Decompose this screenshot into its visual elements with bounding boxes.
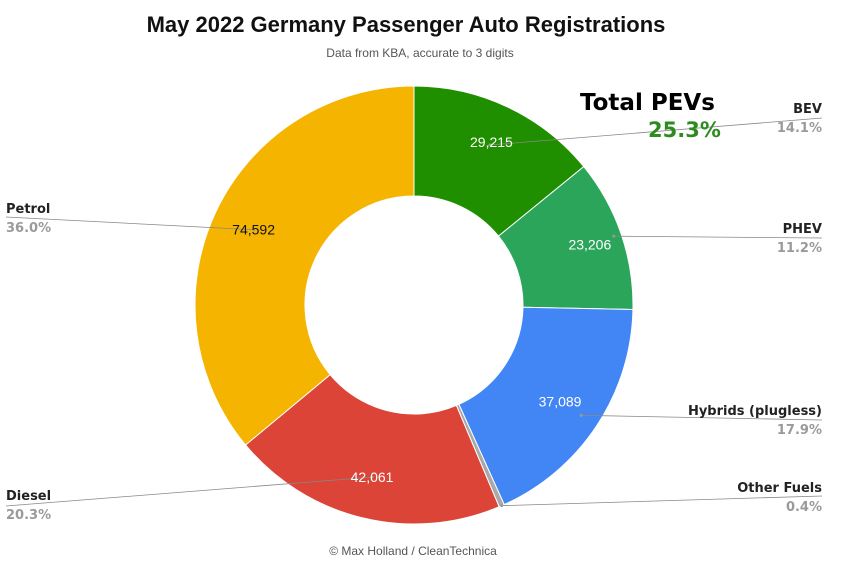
chart-credit: © Max Holland / CleanTechnica (329, 544, 497, 558)
leader-line-bev (489, 117, 823, 146)
legend-name-petrol: Petrol (6, 202, 50, 217)
leader-dot-petrol (252, 228, 256, 232)
value-label-hybrids-plugless: 37,089 (539, 393, 582, 409)
leader-line-petrol (5, 216, 254, 231)
legend-name-diesel: Diesel (6, 489, 51, 504)
leader-dot-hybrids-plugless (579, 413, 583, 417)
slice-diesel (244, 373, 500, 525)
value-label-petrol: 74,592 (232, 222, 275, 238)
leader-line-hybrids-plugless (581, 414, 823, 421)
legend-name-phev: PHEV (783, 222, 822, 237)
legend-percent-phev: 11.2% (777, 241, 822, 256)
value-label-bev: 29,215 (470, 134, 513, 150)
legend-percent-hybrids-plugless: 17.9% (777, 423, 822, 438)
legend-name-other-fuels: Other Fuels (737, 481, 822, 496)
legend-percent-other-fuels: 0.4% (786, 500, 822, 515)
slice-hybrids-plugless (458, 306, 634, 506)
legend-percent-petrol: 36.0% (6, 221, 51, 236)
slice-petrol (194, 85, 415, 446)
value-label-phev: 23,206 (568, 236, 611, 252)
legend-percent-bev: 14.1% (777, 121, 822, 136)
chart-subtitle: Data from KBA, accurate to 3 digits (326, 46, 514, 60)
leader-line-phev (613, 235, 823, 239)
leader-dot-other-fuels (500, 504, 504, 508)
leader-dot-diesel (370, 475, 374, 479)
legend-percent-diesel: 20.3% (6, 508, 51, 523)
leader-dot-phev (612, 234, 616, 238)
legend-name-hybrids-plugless: Hybrids (plugless) (688, 404, 822, 419)
leader-line-other-fuels (501, 495, 823, 507)
leader-dot-bev (488, 143, 492, 147)
chart-title: May 2022 Germany Passenger Auto Registra… (146, 12, 666, 37)
total-pevs-label: Total PEVs (580, 90, 715, 116)
value-label-diesel: 42,061 (351, 469, 394, 485)
legend-name-bev: BEV (793, 102, 822, 117)
total-pevs-value: 25.3% (648, 118, 721, 142)
leader-line-diesel (5, 476, 373, 507)
